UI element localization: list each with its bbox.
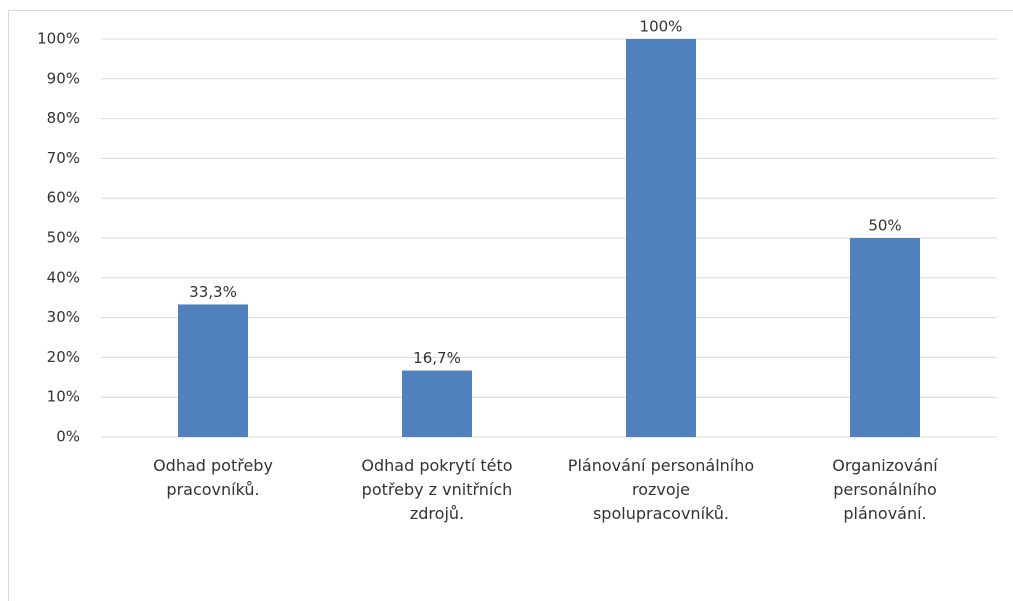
y-tick-label: 100% <box>37 30 80 48</box>
value-label: 50% <box>868 217 901 235</box>
x-tick-label-box: Plánování personálního rozvoje spoluprac… <box>567 456 755 523</box>
bar <box>850 238 920 437</box>
y-tick-label: 10% <box>47 388 80 406</box>
bar <box>178 304 248 437</box>
y-tick-label: 0% <box>56 428 80 446</box>
x-tick-label: Organizování personálního plánování. <box>832 456 938 523</box>
chart-frame <box>8 10 1013 601</box>
x-tick-label-box: Organizování personálního plánování. <box>832 456 938 523</box>
x-tick-label: Plánování personálního rozvoje spoluprac… <box>567 456 755 523</box>
x-tick-label-box: Odhad potřeby pracovníků. <box>153 456 273 499</box>
y-tick-label: 50% <box>47 229 80 247</box>
y-tick-label: 80% <box>47 109 80 127</box>
y-tick-label: 40% <box>47 268 80 286</box>
x-tick-label: Odhad potřeby pracovníků. <box>153 456 273 499</box>
bar <box>402 370 472 437</box>
y-tick-label: 60% <box>47 189 80 207</box>
y-tick-label: 20% <box>47 348 80 366</box>
value-label: 16,7% <box>413 349 461 367</box>
y-tick-label: 90% <box>47 69 80 87</box>
x-tick-label-box: Odhad pokrytí této potřeby z vnitřních z… <box>361 456 513 523</box>
y-tick-label: 70% <box>47 149 80 167</box>
value-label: 100% <box>640 18 683 36</box>
bar <box>626 39 696 437</box>
y-tick-label: 30% <box>47 308 80 326</box>
x-tick-label: Odhad pokrytí této potřeby z vnitřních z… <box>361 456 513 523</box>
value-label: 33,3% <box>189 283 237 301</box>
